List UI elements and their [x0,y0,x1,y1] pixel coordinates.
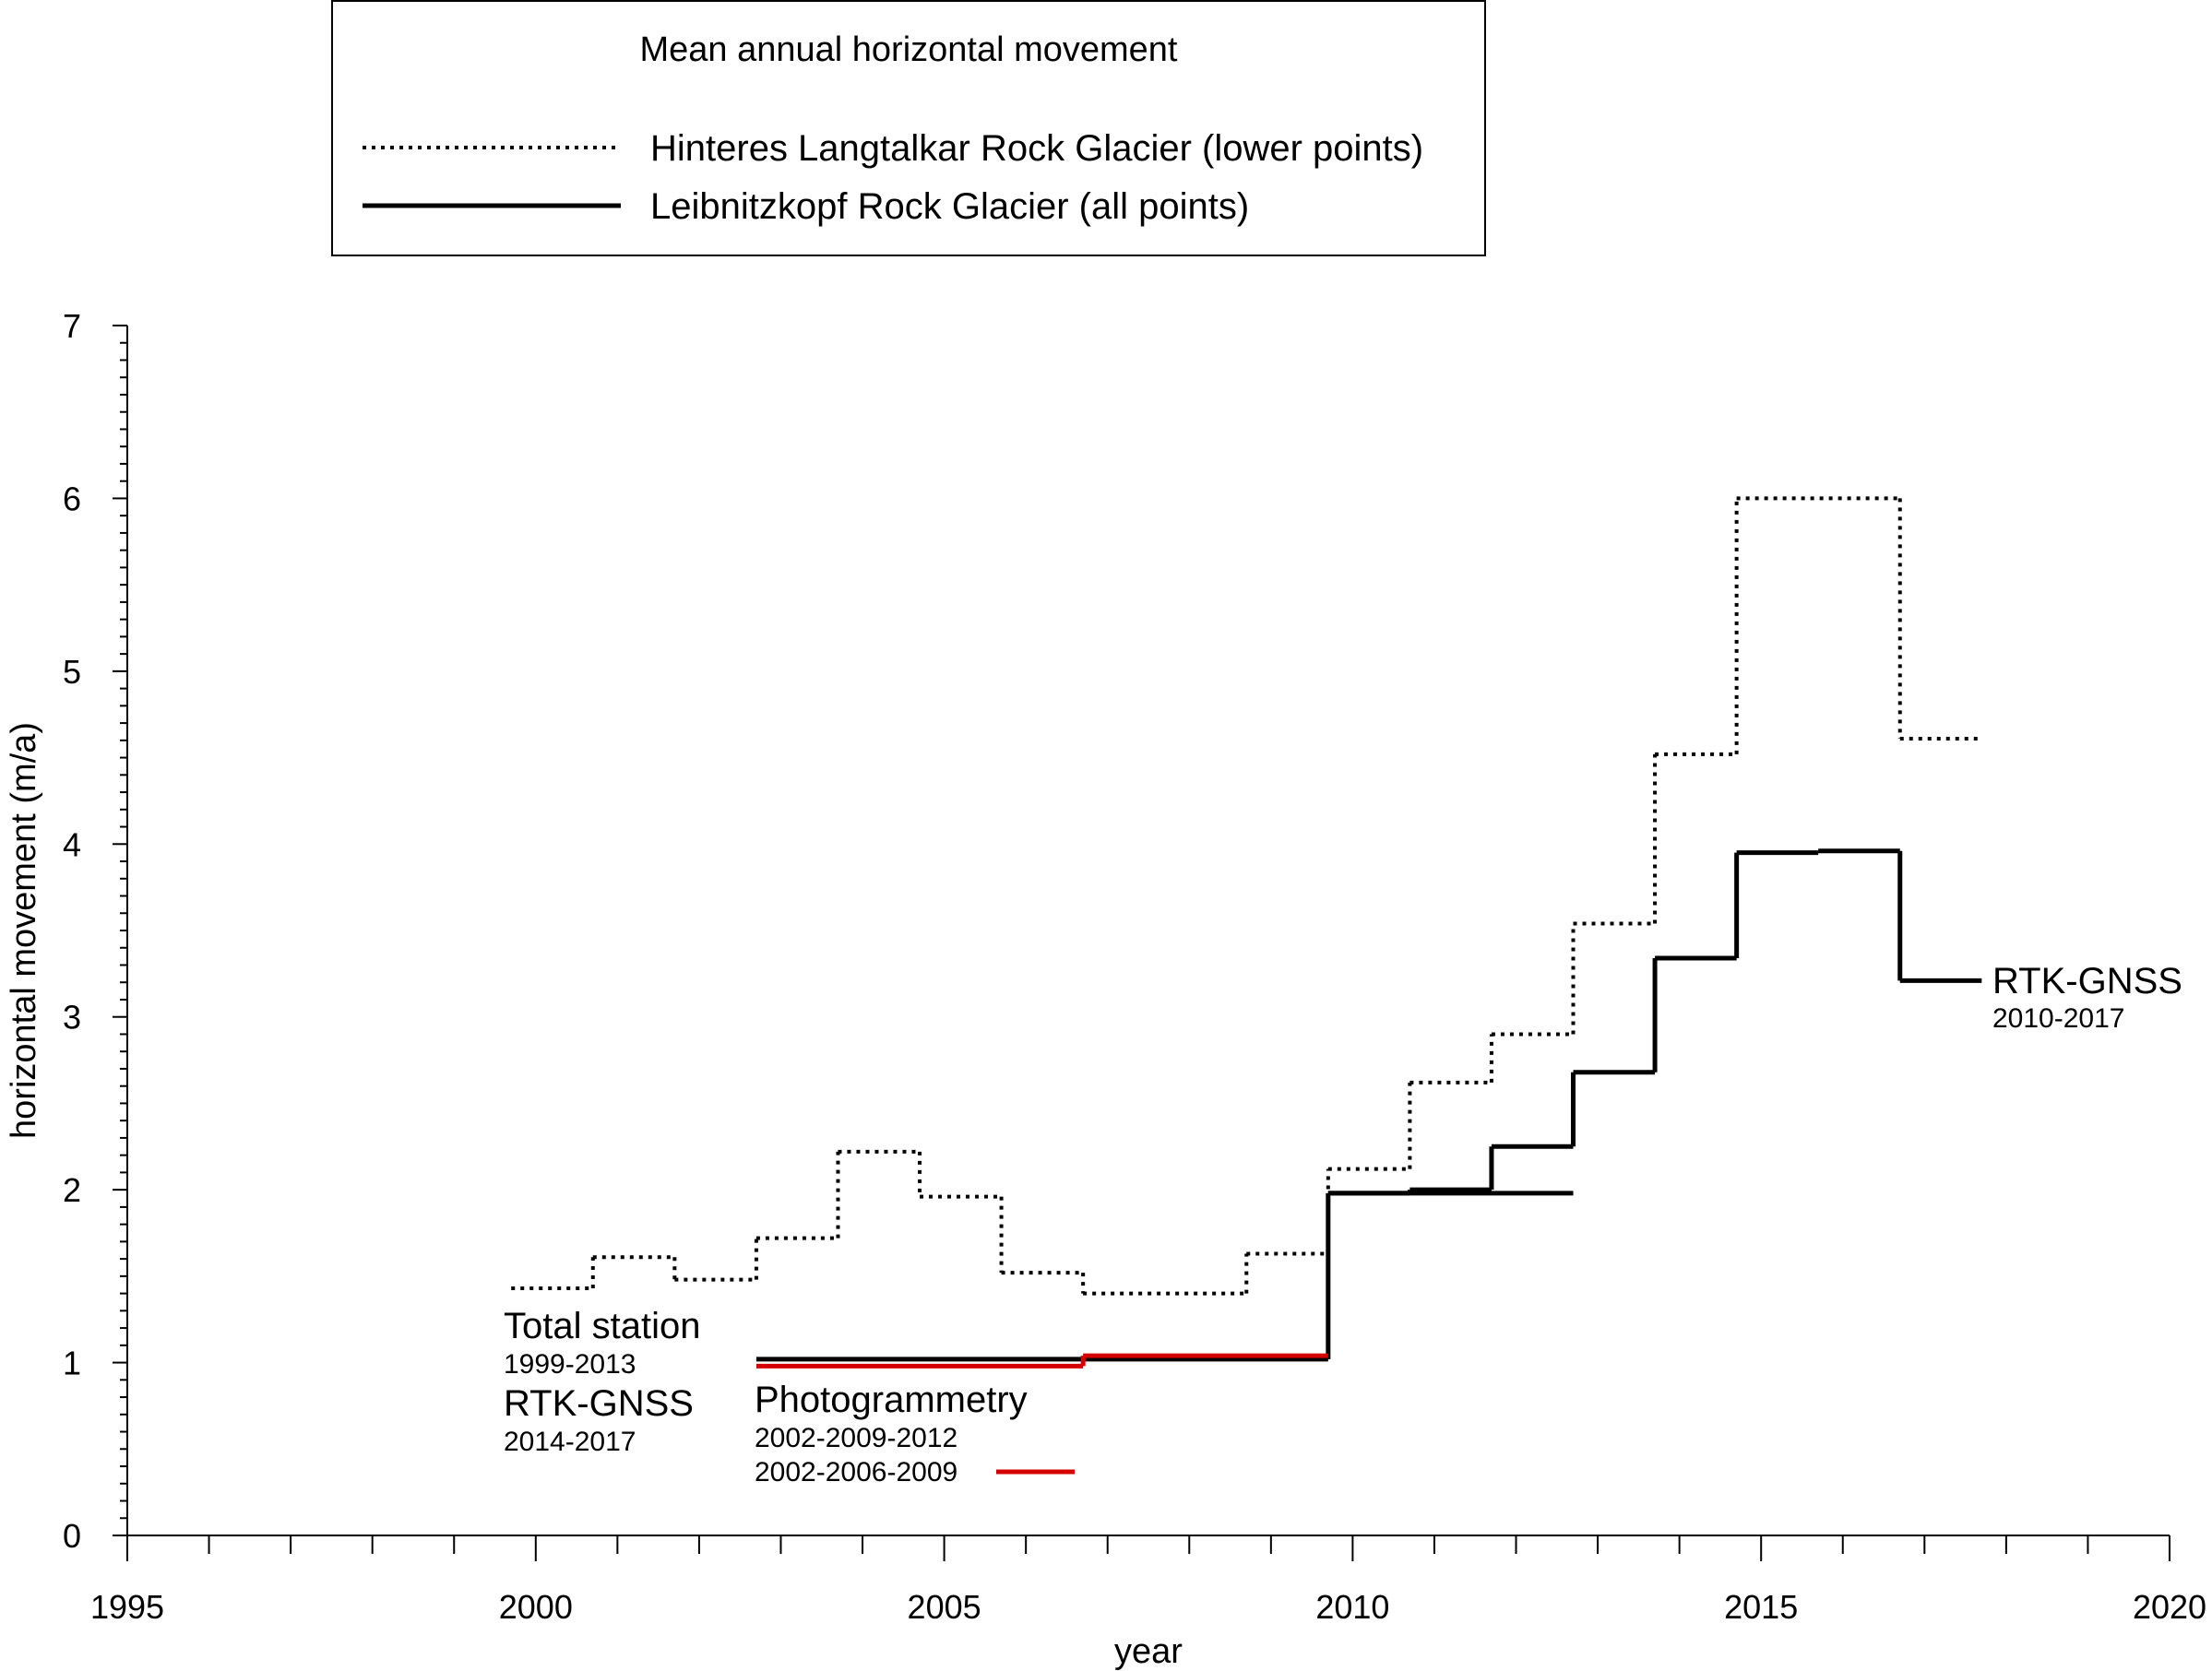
y-tick-labels: 0 1 2 3 4 5 6 7 [63,307,81,1555]
x-tick-label: 2015 [1724,1588,1798,1626]
y-tick-label: 7 [63,307,81,345]
x-axis-title: year [1114,1632,1183,1671]
annotation-photogrammetry-years-1: 2002-2009-2012 [755,1423,957,1453]
series-0 [511,496,1982,1296]
y-tick-label: 4 [63,825,81,863]
annotation-rtk-gnss-right-years: 2010-2017 [1992,1003,2124,1034]
legend: Mean annual horizontal movement Hinteres… [331,0,1486,256]
x-tick-label: 2005 [908,1588,981,1626]
legend-entry-hinteres-langtalkar: Hinteres Langtalkar Rock Glacier (lower … [650,128,1423,169]
y-tick-label: 3 [63,999,81,1037]
y-axis-title: horizontal movement (m/a) [5,722,43,1139]
annotation-total-station-years: 1999-2013 [504,1349,636,1380]
series-1 [755,848,1982,1362]
x-tick-label: 2020 [2133,1588,2206,1626]
x-tick-label: 1995 [90,1588,164,1626]
y-ticks [113,325,127,1536]
annotation-photogrammetry: Photogrammetry [755,1380,1028,1420]
y-tick-label: 5 [63,653,81,691]
legend-box [331,0,1486,256]
legend-entry-leibnitzkopf: Leibnitzkopf Rock Glacier (all points) [650,186,1249,227]
annotation-rtk-gnss-right: RTK-GNSS [1992,961,2182,1001]
annotation-rtk-gnss-left-years: 2014-2017 [504,1427,636,1457]
y-tick-label: 2 [63,1171,81,1209]
x-tick-label: 2000 [499,1588,573,1626]
x-tick-labels: 1995 2000 2005 2010 2015 2020 [90,1588,2206,1626]
series-2 [755,1353,1328,1369]
annotation-photogrammetry-years-2: 2002-2006-2009 [755,1457,957,1487]
axes: 0 1 2 3 4 5 6 7 1995 2000 2005 2010 2015 2020 year h… [5,307,2206,1671]
x-tick-label: 2010 [1315,1588,1389,1626]
y-tick-label: 6 [63,480,81,517]
annotations: Total station 1999-2013 RTK-GNSS 2014-20… [504,961,2182,1487]
legend-title: Mean annual horizontal movement [639,30,1177,69]
y-tick-label: 0 [63,1517,81,1555]
x-ticks [126,1535,2170,1561]
y-tick-label: 1 [63,1345,81,1382]
annotation-total-station: Total station [504,1306,700,1346]
annotation-rtk-gnss-left: RTK-GNSS [504,1383,694,1424]
series-layer [511,496,1982,1369]
